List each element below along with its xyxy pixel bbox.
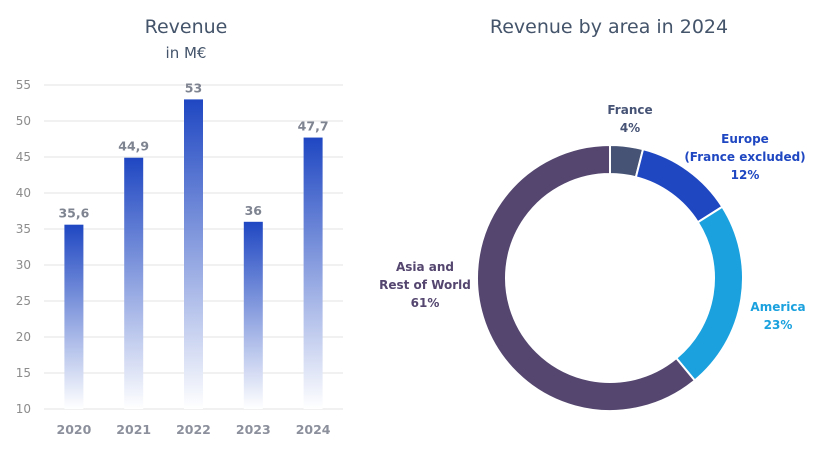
x-tick-label: 2023 — [236, 422, 271, 437]
donut-slices — [476, 143, 744, 412]
donut-chart-title: Revenue by area in 2024 — [490, 16, 728, 38]
y-tick-label: 45 — [16, 150, 31, 164]
bar-2020 — [64, 224, 84, 409]
x-tick-label: 2020 — [57, 422, 92, 437]
slice-label: Europe (France excluded) 12% — [684, 132, 805, 182]
x-tick-label: 2021 — [116, 422, 151, 437]
slice-america — [674, 205, 744, 382]
bar-data-labels: 35,6 44,9 53 36 47,7 — [58, 80, 328, 220]
bar-value-label: 47,7 — [298, 119, 329, 134]
bar-value-label: 35,6 — [58, 206, 89, 221]
bar-value-label: 53 — [185, 80, 202, 95]
donut-labels: France 4% Europe (France excluded) 12% Americ… — [379, 103, 806, 332]
bar-chart-subtitle: in M€ — [166, 44, 207, 62]
slice-label: America 23% — [750, 300, 805, 332]
y-tick-label: 40 — [16, 186, 31, 200]
bar-y-axis: 10 15 20 25 30 35 40 45 50 55 — [16, 78, 31, 416]
bar-2023 — [243, 221, 263, 409]
bar-series — [64, 99, 323, 410]
slice-label: France 4% — [607, 103, 652, 135]
y-tick-label: 10 — [16, 402, 31, 416]
y-tick-label: 35 — [16, 222, 31, 236]
slice-asia-and-rest-of-world — [476, 143, 697, 412]
slice-label: Asia and Rest of World 61% — [379, 260, 471, 310]
x-tick-label: 2022 — [176, 422, 211, 437]
bar-value-label: 36 — [245, 203, 263, 218]
y-tick-label: 30 — [16, 258, 31, 272]
y-tick-label: 55 — [16, 78, 31, 92]
bar-2024 — [303, 137, 323, 409]
bar-chart-title: Revenue — [145, 16, 228, 38]
y-tick-label: 50 — [16, 114, 31, 128]
bar-2022 — [184, 99, 203, 410]
revenue-area-donut-chart: Revenue by area in 2024 France 4% Europe (F… — [379, 16, 806, 412]
y-tick-label: 15 — [16, 366, 31, 380]
revenue-bar-chart: Revenue in M€ 10 15 20 25 30 35 40 45 50 55 35,6 4… — [16, 16, 343, 437]
bar-x-axis: 2020 2021 2022 2023 2024 — [57, 422, 331, 437]
y-tick-label: 20 — [16, 330, 31, 344]
bar-value-label: 44,9 — [118, 139, 149, 154]
x-tick-label: 2024 — [296, 422, 331, 437]
bar-2021 — [124, 157, 144, 409]
y-tick-label: 25 — [16, 294, 31, 308]
